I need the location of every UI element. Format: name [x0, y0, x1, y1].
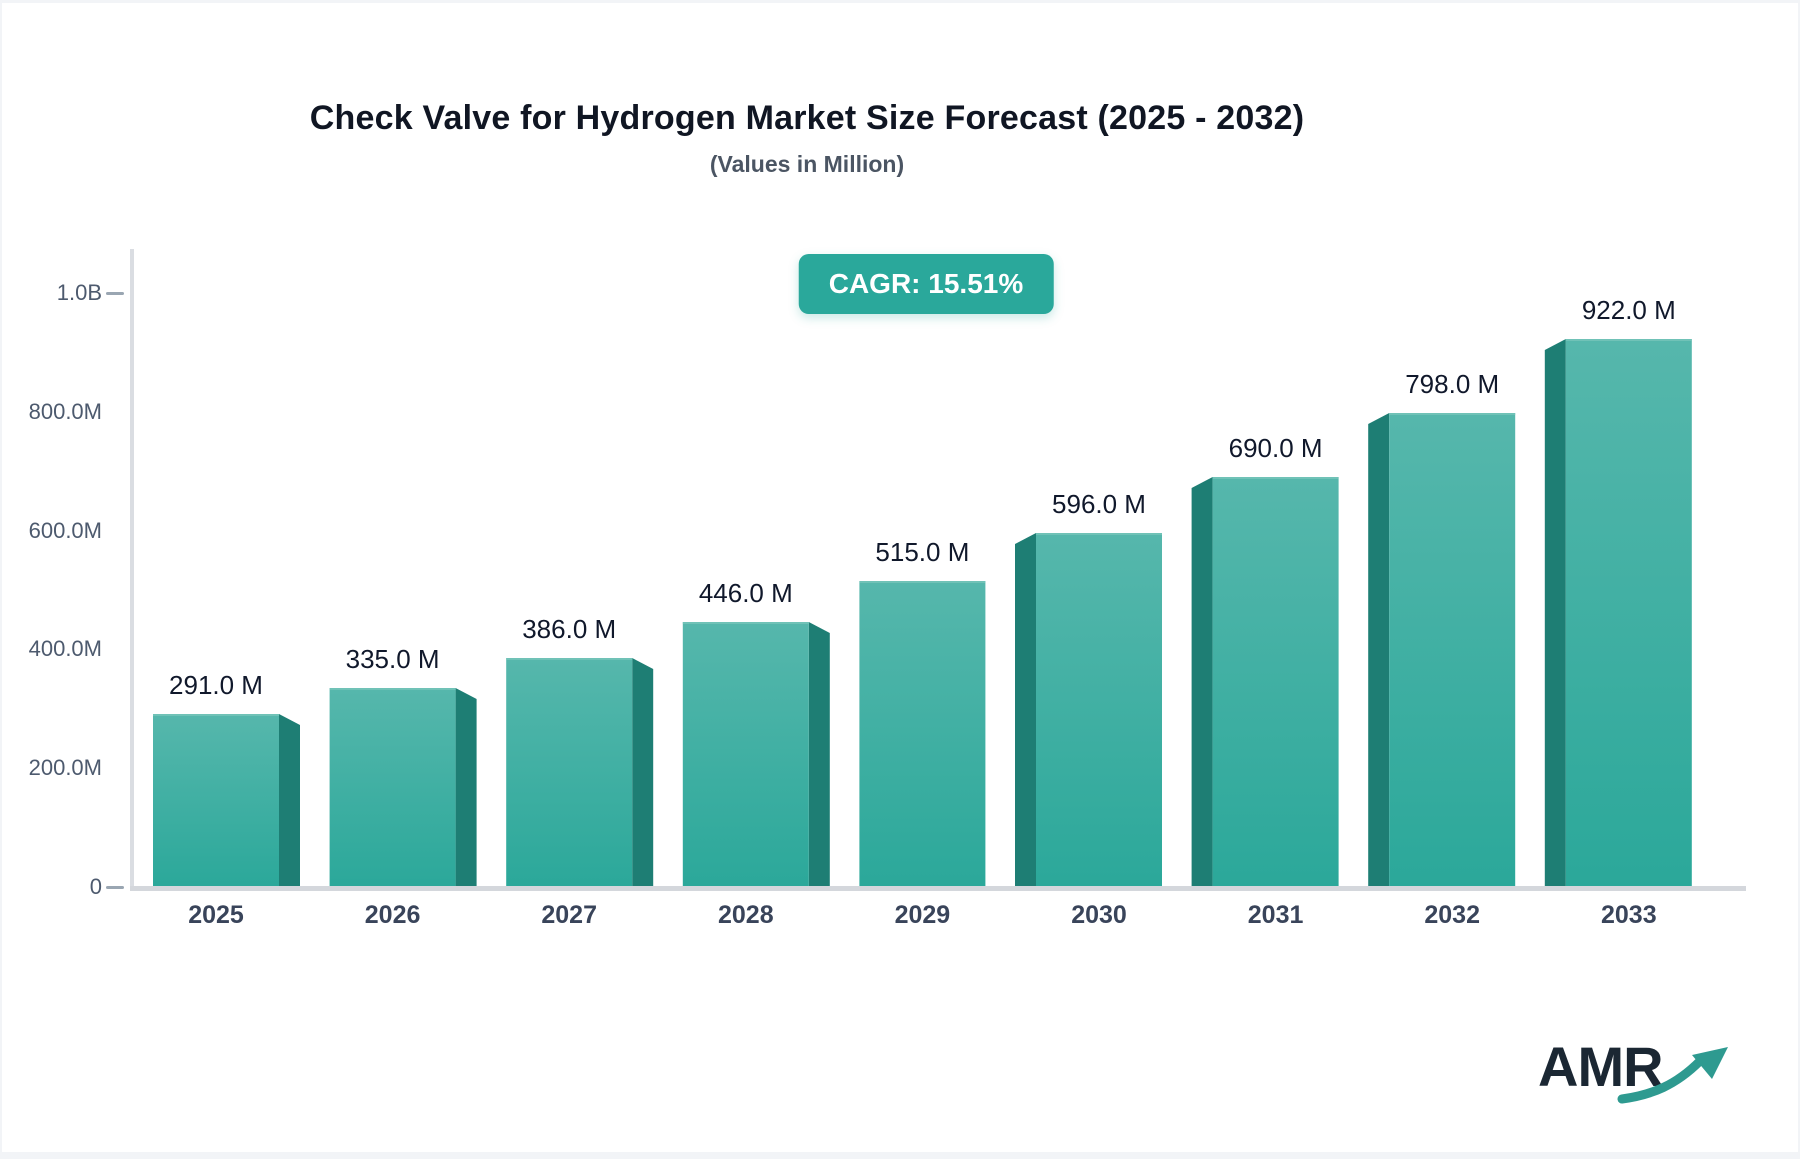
x-axis-line: [130, 886, 1746, 891]
bar-front-face: [1036, 533, 1162, 887]
bar-side-face: [1191, 477, 1213, 887]
y-axis-label: 600.0M: [28, 518, 102, 543]
bar-2032[interactable]: [1368, 413, 1516, 887]
y-axis-label: 0: [89, 874, 102, 899]
value-label: 446.0 M: [698, 578, 793, 608]
value-label: 291.0 M: [169, 670, 263, 700]
x-axis-label: 2027: [541, 901, 597, 929]
bar-2025[interactable]: [153, 714, 300, 887]
value-label: 335.0 M: [345, 644, 440, 674]
y-axis-tick: [106, 292, 124, 295]
bar-side-face: [279, 714, 300, 887]
bar-front-face: [1565, 339, 1692, 887]
value-label: 515.0 M: [875, 537, 970, 567]
x-axis-label: 2032: [1424, 901, 1480, 929]
bar-2028[interactable]: [682, 622, 830, 887]
chart-card: Check Valve for Hydrogen Market Size For…: [2, 3, 1798, 1152]
y-axis-tick: [106, 886, 124, 889]
value-label: 690.0 M: [1228, 433, 1323, 463]
amr-logo: AMR: [1538, 1039, 1748, 1123]
cagr-badge: CAGR: 15.51%: [798, 254, 1054, 314]
chart-subtitle: (Values in Million): [709, 151, 905, 177]
growth-arrow-icon: [1617, 1047, 1728, 1104]
x-axis-label: 2029: [894, 901, 951, 929]
bar-front-face: [1212, 477, 1339, 887]
bar-front-face: [153, 714, 279, 887]
bar-front-face: [506, 658, 633, 887]
x-axis-label: 2031: [1247, 901, 1304, 929]
value-label: 596.0 M: [1052, 489, 1146, 519]
bar-front-face: [682, 622, 809, 887]
x-axis-label: 2033: [1600, 901, 1657, 929]
y-axis-line: [130, 249, 134, 891]
bar-2026[interactable]: [329, 688, 477, 887]
chart-title: Check Valve for Hydrogen Market Size For…: [309, 99, 1305, 137]
y-axis-label: 800.0M: [28, 399, 102, 424]
bar-side-face: [1544, 339, 1566, 887]
bar-side-face: [455, 688, 477, 887]
value-label: 386.0 M: [522, 614, 617, 644]
bar-2027[interactable]: [506, 658, 654, 887]
y-axis-label: 400.0M: [28, 636, 102, 661]
amr-logo-text: AMR: [1538, 1035, 1664, 1098]
x-axis-label: 2030: [1071, 901, 1127, 929]
bar-front-face: [1389, 413, 1516, 887]
bar-front-face: [859, 581, 986, 887]
x-axis-label: 2026: [364, 901, 421, 929]
x-axis-label: 2028: [717, 901, 774, 929]
value-label: 798.0 M: [1405, 369, 1500, 399]
bar-side-face: [1368, 413, 1390, 887]
bar-2030[interactable]: [1015, 533, 1162, 887]
x-axis-label: 2025: [188, 901, 244, 929]
bars-canvas: [153, 339, 1692, 887]
bar-front-face: [329, 688, 456, 887]
bar-2033[interactable]: [1544, 339, 1692, 887]
bar-chart: 291.0 M 2025 335.0 M 2026 386.0 M 2027 446.0 M…: [2, 3, 1798, 1152]
value-label: 922.0 M: [1581, 295, 1676, 325]
bar-2029[interactable]: [859, 581, 986, 887]
y-axis-label: 200.0M: [28, 755, 102, 780]
bar-side-face: [632, 658, 654, 887]
bar-2031[interactable]: [1191, 477, 1339, 887]
y-axis-label: 1.0B: [56, 280, 102, 305]
bar-side-face: [808, 622, 830, 887]
bar-side-face: [1015, 533, 1036, 887]
